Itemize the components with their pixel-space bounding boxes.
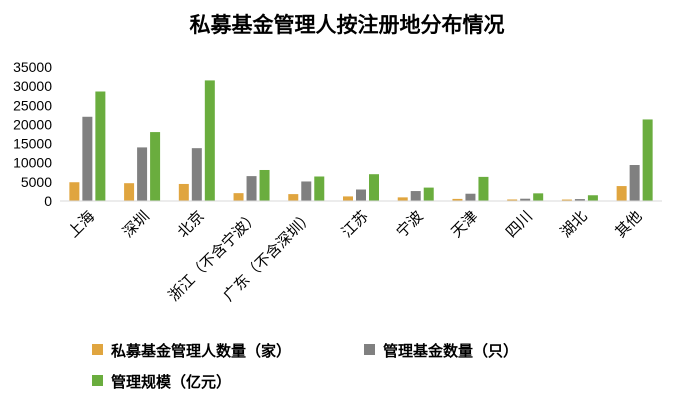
bar-series-2-1	[137, 147, 148, 201]
bar-series-2-7	[465, 193, 476, 201]
bar-series-1-2	[178, 183, 189, 201]
bar-series-1-9	[561, 199, 572, 201]
y-tick-label: 25000	[13, 97, 52, 113]
bar-series-1-3	[233, 193, 244, 201]
y-tick-label: 20000	[13, 116, 52, 132]
y-tick-label: 0	[44, 193, 52, 209]
bar-series-2-4	[301, 181, 312, 201]
legend-label-1: 私募基金管理人数量（家）	[110, 342, 291, 360]
x-tick-label: 宁波	[393, 207, 427, 241]
bar-series-3-5	[369, 174, 379, 201]
bar-series-1-8	[507, 199, 518, 201]
legend-swatch-1	[92, 344, 103, 355]
y-tick-label: 35000	[13, 59, 52, 75]
bar-series-3-3	[259, 169, 270, 201]
bar-series-1-6	[397, 197, 408, 201]
bar-series-2-8	[520, 198, 531, 201]
bar-series-2-6	[410, 191, 421, 201]
bar-series-2-9	[574, 199, 585, 201]
bar-series-2-0	[82, 116, 93, 201]
bar-series-1-5	[343, 196, 353, 201]
bar-series-3-0	[95, 91, 106, 201]
bar-series-2-2	[191, 148, 202, 201]
bar-series-3-9	[587, 195, 598, 201]
bar-series-1-7	[452, 198, 463, 201]
y-tick-label: 10000	[13, 155, 52, 171]
chart-title: 私募基金管理人按注册地分布情况	[190, 12, 505, 37]
bar-series-1-1	[124, 183, 135, 201]
y-tick-label: 30000	[13, 78, 52, 94]
bar-series-2-5	[356, 189, 366, 201]
bar-series-3-2	[204, 80, 215, 201]
bar-series-3-10	[642, 119, 653, 201]
bar-series-3-6	[423, 187, 434, 201]
y-tick-label: 5000	[21, 174, 52, 190]
bar-series-1-4	[288, 194, 299, 201]
x-tick-label: 湖北	[557, 207, 591, 241]
bar-series-3-7	[478, 176, 489, 201]
x-tick-label: 深圳	[119, 207, 153, 241]
x-tick-label: 四川	[502, 207, 536, 241]
bars	[69, 80, 653, 201]
x-tick-label: 江苏	[338, 207, 372, 241]
bar-series-1-0	[69, 182, 80, 201]
x-tick-label: 其他	[612, 207, 646, 241]
bar-series-3-1	[150, 132, 161, 201]
x-tick-label: 天津	[447, 207, 481, 241]
y-tick-label: 15000	[13, 136, 52, 152]
bar-series-3-4	[314, 176, 325, 201]
y-axis: 35000 30000 25000 20000 15000 10000 5000 0	[13, 59, 52, 209]
x-tick-label: 上海	[64, 207, 98, 241]
bar-series-2-3	[246, 176, 257, 201]
legend-label-3: 管理规模（亿元）	[111, 373, 231, 391]
legend-swatch-3	[92, 375, 103, 386]
legend-swatch-2	[364, 344, 375, 355]
bar-series-3-8	[533, 193, 544, 201]
x-tick-label: 北京	[174, 207, 208, 241]
legend: 私募基金管理人数量（家） 管理基金数量（只） 管理规模（亿元）	[92, 342, 518, 391]
bar-series-1-10	[616, 186, 627, 201]
bar-series-2-10	[629, 165, 640, 201]
legend-label-2: 管理基金数量（只）	[383, 342, 518, 360]
